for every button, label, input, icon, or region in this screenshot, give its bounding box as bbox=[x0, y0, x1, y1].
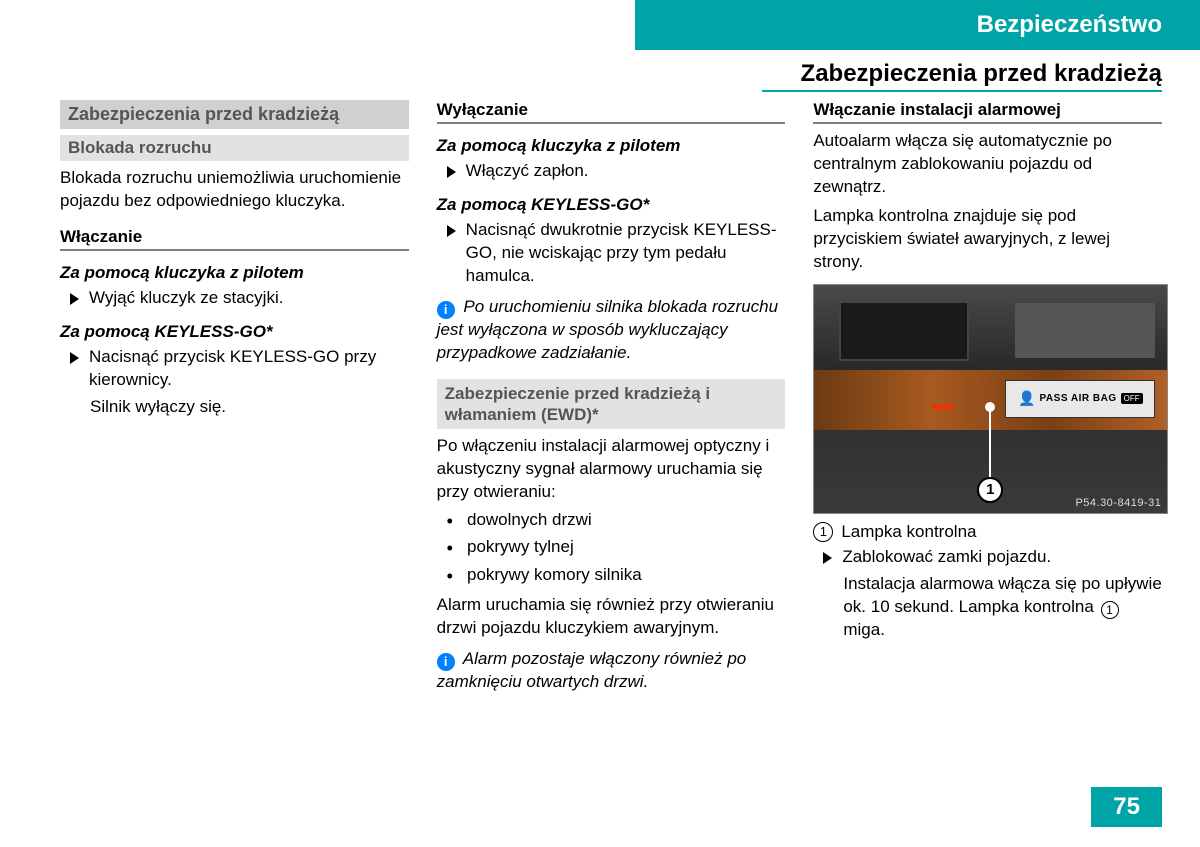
airbag-text: PASS AIR BAG bbox=[1040, 393, 1117, 404]
info-note: i Alarm pozostaje włączony również po za… bbox=[437, 648, 786, 694]
glovebox-graphic bbox=[1015, 303, 1155, 358]
method-pilot: Za pomocą kluczyka z pilotem bbox=[437, 136, 786, 156]
info-icon: i bbox=[437, 653, 455, 671]
step-item: Włączyć zapłon. bbox=[447, 160, 786, 183]
paragraph: Autoalarm włącza się automatycznie po ce… bbox=[813, 130, 1162, 199]
method-pilot: Za pomocą kluczyka z pilotem bbox=[60, 263, 409, 283]
callout-number: 1 bbox=[977, 477, 1003, 503]
dot-bullet-icon: • bbox=[447, 510, 453, 533]
step-result: Silnik wyłączy się. bbox=[90, 396, 409, 419]
list-text: dowolnych drzwi bbox=[467, 510, 592, 530]
red-indicator-graphic bbox=[932, 405, 954, 409]
list-text: pokrywy tylnej bbox=[467, 537, 574, 557]
column-2: Wyłączanie Za pomocą kluczyka z pilotem … bbox=[437, 100, 786, 694]
step-item: Nacisnąć dwukrotnie przycisk KEYLESS-GO,… bbox=[447, 219, 786, 288]
paragraph: Lampka kontrolna znajduje się pod przyci… bbox=[813, 205, 1162, 274]
column-3: Włączanie instalacji alarmowej Autoalarm… bbox=[813, 100, 1162, 694]
step-item: Wyjąć kluczyk ze stacyjki. bbox=[70, 287, 409, 310]
step-text: Zablokować zamki pojazdu. bbox=[842, 546, 1051, 569]
step-text: Nacisnąć przycisk KEYLESS-GO przy kierow… bbox=[89, 346, 409, 392]
triangle-bullet-icon bbox=[70, 352, 79, 364]
list-item: • pokrywy tylnej bbox=[447, 537, 786, 560]
image-reference-code: P54.30-8419-31 bbox=[1075, 497, 1161, 509]
step-text: Nacisnąć dwukrotnie przycisk KEYLESS-GO,… bbox=[466, 219, 786, 288]
heading-ewd: Zabezpieczenie przed kradzieżą i włamani… bbox=[437, 379, 786, 430]
callout-leader-line bbox=[989, 408, 991, 478]
subheading-wlaczanie-alarm: Włączanie instalacji alarmowej bbox=[813, 100, 1162, 124]
step-item: Zablokować zamki pojazdu. bbox=[823, 546, 1162, 569]
step-result: Instalacja alarmowa włącza się po upływi… bbox=[843, 573, 1162, 642]
triangle-bullet-icon bbox=[823, 552, 832, 564]
list-text: pokrywy komory silnika bbox=[467, 565, 642, 585]
column-1: Zabezpieczenia przed kradzieżą Blokada r… bbox=[60, 100, 409, 694]
legend-text: Lampka kontrolna bbox=[841, 522, 976, 542]
method-keyless: Za pomocą KEYLESS-GO* bbox=[437, 195, 786, 215]
dot-bullet-icon: • bbox=[447, 537, 453, 560]
inline-callout-marker: 1 bbox=[1101, 601, 1119, 619]
triangle-bullet-icon bbox=[70, 293, 79, 305]
result-text-post: miga. bbox=[843, 620, 885, 639]
triangle-bullet-icon bbox=[447, 166, 456, 178]
info-text: Alarm pozostaje włączony również po zamk… bbox=[437, 649, 747, 691]
dot-bullet-icon: • bbox=[447, 565, 453, 588]
heading-main: Zabezpieczenia przed kradzieżą bbox=[60, 100, 409, 129]
legend-item: 1 Lampka kontrolna bbox=[813, 522, 1162, 542]
triangle-bullet-icon bbox=[447, 225, 456, 237]
info-note: i Po uruchomieniu silnika blokada rozruc… bbox=[437, 296, 786, 365]
section-title: Zabezpieczenia przed kradzieżą bbox=[762, 60, 1162, 92]
paragraph: Alarm uruchamia się również przy otwiera… bbox=[437, 594, 786, 640]
seat-icon: 👤 bbox=[1018, 390, 1035, 407]
heading-blokada: Blokada rozruchu bbox=[60, 135, 409, 161]
airbag-label-graphic: 👤 PASS AIR BAG OFF bbox=[1005, 380, 1155, 418]
info-icon: i bbox=[437, 301, 455, 319]
chapter-title: Bezpieczeństwo bbox=[977, 11, 1162, 39]
legend-marker: 1 bbox=[813, 522, 833, 542]
chapter-tab: Bezpieczeństwo bbox=[635, 0, 1200, 50]
list-item: • dowolnych drzwi bbox=[447, 510, 786, 533]
nav-screen-graphic bbox=[839, 301, 969, 361]
step-text: Wyjąć kluczyk ze stacyjki. bbox=[89, 287, 283, 310]
subheading-wylaczanie: Wyłączanie bbox=[437, 100, 786, 124]
paragraph: Po włączeniu instalacji alarmowej optycz… bbox=[437, 435, 786, 504]
content-columns: Zabezpieczenia przed kradzieżą Blokada r… bbox=[60, 100, 1162, 694]
step-item: Nacisnąć przycisk KEYLESS-GO przy kierow… bbox=[70, 346, 409, 392]
airbag-off-badge: OFF bbox=[1121, 393, 1143, 404]
page-number-badge: 75 bbox=[1091, 787, 1162, 827]
paragraph: Blokada rozruchu uniemożliwia uruchomien… bbox=[60, 167, 409, 213]
method-keyless: Za pomocą KEYLESS-GO* bbox=[60, 322, 409, 342]
dashboard-illustration: 👤 PASS AIR BAG OFF 1 P54.30-8419-31 bbox=[813, 284, 1168, 514]
step-text: Włączyć zapłon. bbox=[466, 160, 589, 183]
subheading-wlaczanie: Włączanie bbox=[60, 227, 409, 251]
info-text: Po uruchomieniu silnika blokada rozruchu… bbox=[437, 297, 778, 362]
list-item: • pokrywy komory silnika bbox=[447, 565, 786, 588]
